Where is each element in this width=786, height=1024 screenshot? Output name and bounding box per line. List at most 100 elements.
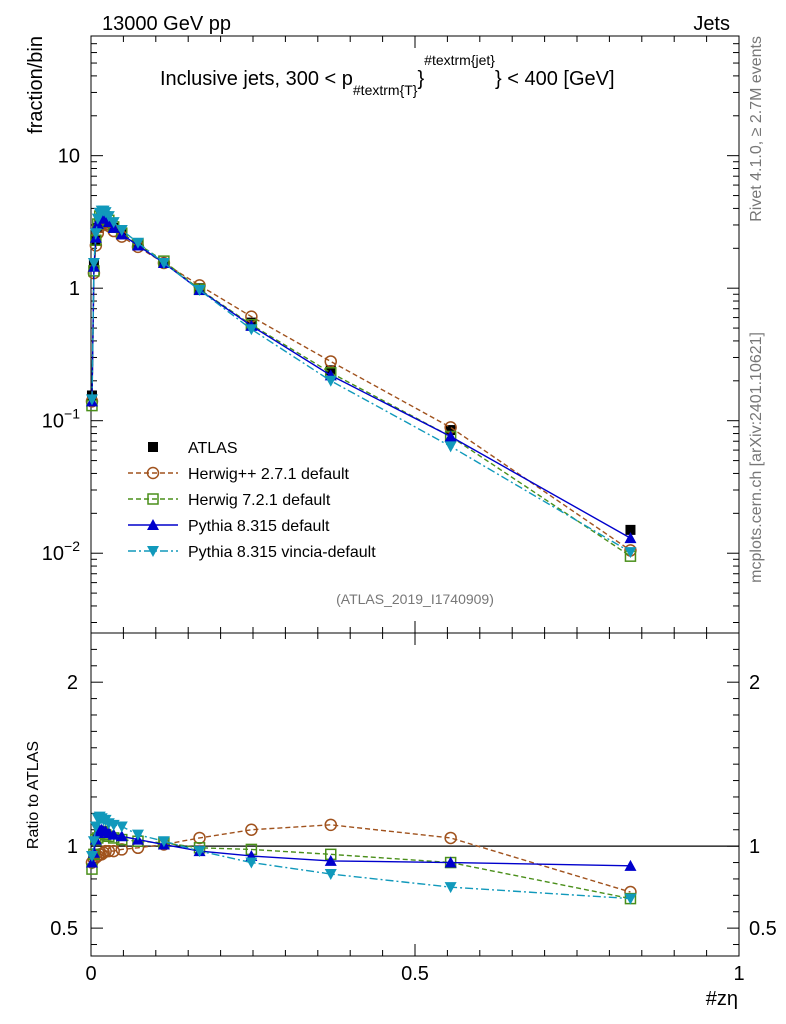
- ratio-y-tick-label: 2: [67, 672, 78, 694]
- series-herwig-7-2-1-default: [86, 208, 637, 562]
- ratio-y-tick-label-right: 2: [749, 672, 760, 694]
- data-point: [87, 257, 100, 269]
- ratio-y-tick-label-right: 0.5: [749, 918, 777, 940]
- series-line: [91, 209, 631, 553]
- data-point: [107, 217, 120, 229]
- main-y-axis-label: fraction/bin: [25, 36, 47, 134]
- ratio-x-tick-labels: 0 0.5 1: [85, 963, 744, 985]
- ratio-axis-ticks: [90, 632, 740, 956]
- ratio-data-point: [324, 818, 338, 832]
- ratio-data-point: [245, 857, 258, 869]
- header-energy-label: 13000 GeV pp: [102, 13, 231, 35]
- main-chart-title: Inclusive jets, 300 < p#textrm{T}}#textr…: [160, 52, 615, 98]
- ratio-plot-panel: 0.5 0.51 12 2 0 0.5 1 Ratio to ATLAS #zη: [25, 632, 777, 1010]
- ratio-y-axis-label: Ratio to ATLAS: [25, 741, 42, 849]
- side-info-label: Rivet 4.1.0, ≥ 2.7M events: [748, 36, 765, 222]
- header-process-label: Jets: [693, 13, 730, 35]
- legend-marker: [147, 519, 159, 530]
- tick-exponent: −2: [64, 538, 80, 554]
- title-brace: }: [417, 68, 424, 90]
- data-point: [131, 237, 144, 249]
- title-suffix: } < 400 [GeV]: [495, 68, 615, 90]
- ratio-data-point: [444, 856, 457, 868]
- main-y-tick-label: 10−1: [42, 406, 80, 433]
- legend-entry: ATLAS: [148, 440, 238, 457]
- data-point: [193, 284, 206, 296]
- legend-entry: Pythia 8.315 vincia-default: [128, 544, 376, 561]
- tick-exponent: −1: [64, 406, 80, 422]
- ratio-data-point: [102, 844, 116, 858]
- legend-label: Pythia 8.315 default: [188, 518, 330, 535]
- ratio-plot-frame: [90, 632, 740, 957]
- ratio-series-line: [91, 815, 631, 900]
- series-line: [91, 213, 631, 557]
- data-point: [115, 224, 128, 236]
- ratio-series-pythia-8-315-vincia-default: [85, 811, 637, 905]
- ratio-data-point: [324, 854, 337, 866]
- x-axis-label: #zη: [706, 988, 738, 1010]
- ratio-series-line: [91, 829, 631, 867]
- ratio-data-point: [324, 869, 337, 881]
- legend-marker: [147, 493, 159, 505]
- x-tick-label: 1: [733, 963, 744, 985]
- title-subscript: #textrm{T}: [353, 82, 418, 98]
- ratio-data-point: [624, 859, 637, 871]
- x-tick-label: 0.5: [401, 963, 429, 985]
- ratio-series-herwig-2-7-1-default: [85, 818, 637, 899]
- title-prefix: Inclusive jets, 300 < p: [160, 68, 353, 90]
- data-point: [445, 425, 456, 436]
- main-y-tick-label: 10: [58, 146, 80, 168]
- ratio-y-tick-label: 0.5: [50, 918, 78, 940]
- data-point: [324, 375, 337, 387]
- data-point: [444, 441, 457, 453]
- ratio-data-point: [115, 830, 128, 842]
- legend-marker: [146, 466, 160, 480]
- data-point: [85, 394, 98, 406]
- ratio-data-point: [99, 844, 112, 858]
- ratio-data-point: [115, 821, 128, 833]
- main-axis-ticks: [90, 35, 740, 633]
- data-point: [157, 257, 170, 269]
- ratio-data-point: [245, 823, 258, 837]
- ratio-data-point: [85, 856, 98, 868]
- tick-base: 10: [42, 411, 64, 433]
- legend: ATLAS Herwig++ 2.7.1 default Herwig 7.2.1 …: [128, 440, 376, 561]
- legend-label: Pythia 8.315 vincia-default: [188, 544, 376, 561]
- legend-entry: Herwig 7.2.1 default: [128, 492, 331, 509]
- data-point: [245, 324, 258, 336]
- ratio-data-point: [444, 882, 457, 894]
- ratio-data-point: [87, 836, 100, 848]
- ratio-series-group: [85, 811, 637, 905]
- legend-entry: Pythia 8.315 default: [128, 518, 330, 535]
- legend-label: ATLAS: [188, 440, 238, 457]
- analysis-watermark: (ATLAS_2019_I1740909): [336, 591, 494, 607]
- legend-entry: Herwig++ 2.7.1 default: [128, 466, 350, 483]
- side-reference-label: mcplots.cern.ch [arXiv:2401.10621]: [748, 332, 765, 583]
- ratio-data-point: [624, 893, 637, 905]
- legend-label: Herwig 7.2.1 default: [188, 492, 331, 509]
- data-point: [624, 547, 637, 559]
- ratio-y-tick-labels: 0.5 0.5 1 1 2 2: [50, 672, 777, 940]
- ratio-data-point: [107, 828, 120, 840]
- ratio-data-point: [89, 821, 102, 833]
- data-point: [102, 211, 115, 223]
- ratio-data-point: [157, 836, 170, 848]
- x-tick-label: 0: [85, 963, 96, 985]
- legend-label: Herwig++ 2.7.1 default: [188, 466, 350, 483]
- legend-marker: [147, 546, 159, 557]
- tick-base: 10: [42, 543, 64, 565]
- ratio-data-point: [193, 846, 206, 858]
- data-point: [444, 430, 457, 442]
- main-y-tick-label: 1: [69, 278, 80, 300]
- data-point: [89, 228, 102, 240]
- series-line: [91, 222, 631, 551]
- ratio-data-point: [131, 829, 144, 841]
- ratio-y-tick-label: 1: [67, 836, 78, 858]
- ratio-y-tick-label-right: 1: [749, 836, 760, 858]
- ratio-data-point: [444, 831, 457, 845]
- data-point: [324, 355, 338, 368]
- series-pythia-8-315-vincia-default: [85, 205, 637, 559]
